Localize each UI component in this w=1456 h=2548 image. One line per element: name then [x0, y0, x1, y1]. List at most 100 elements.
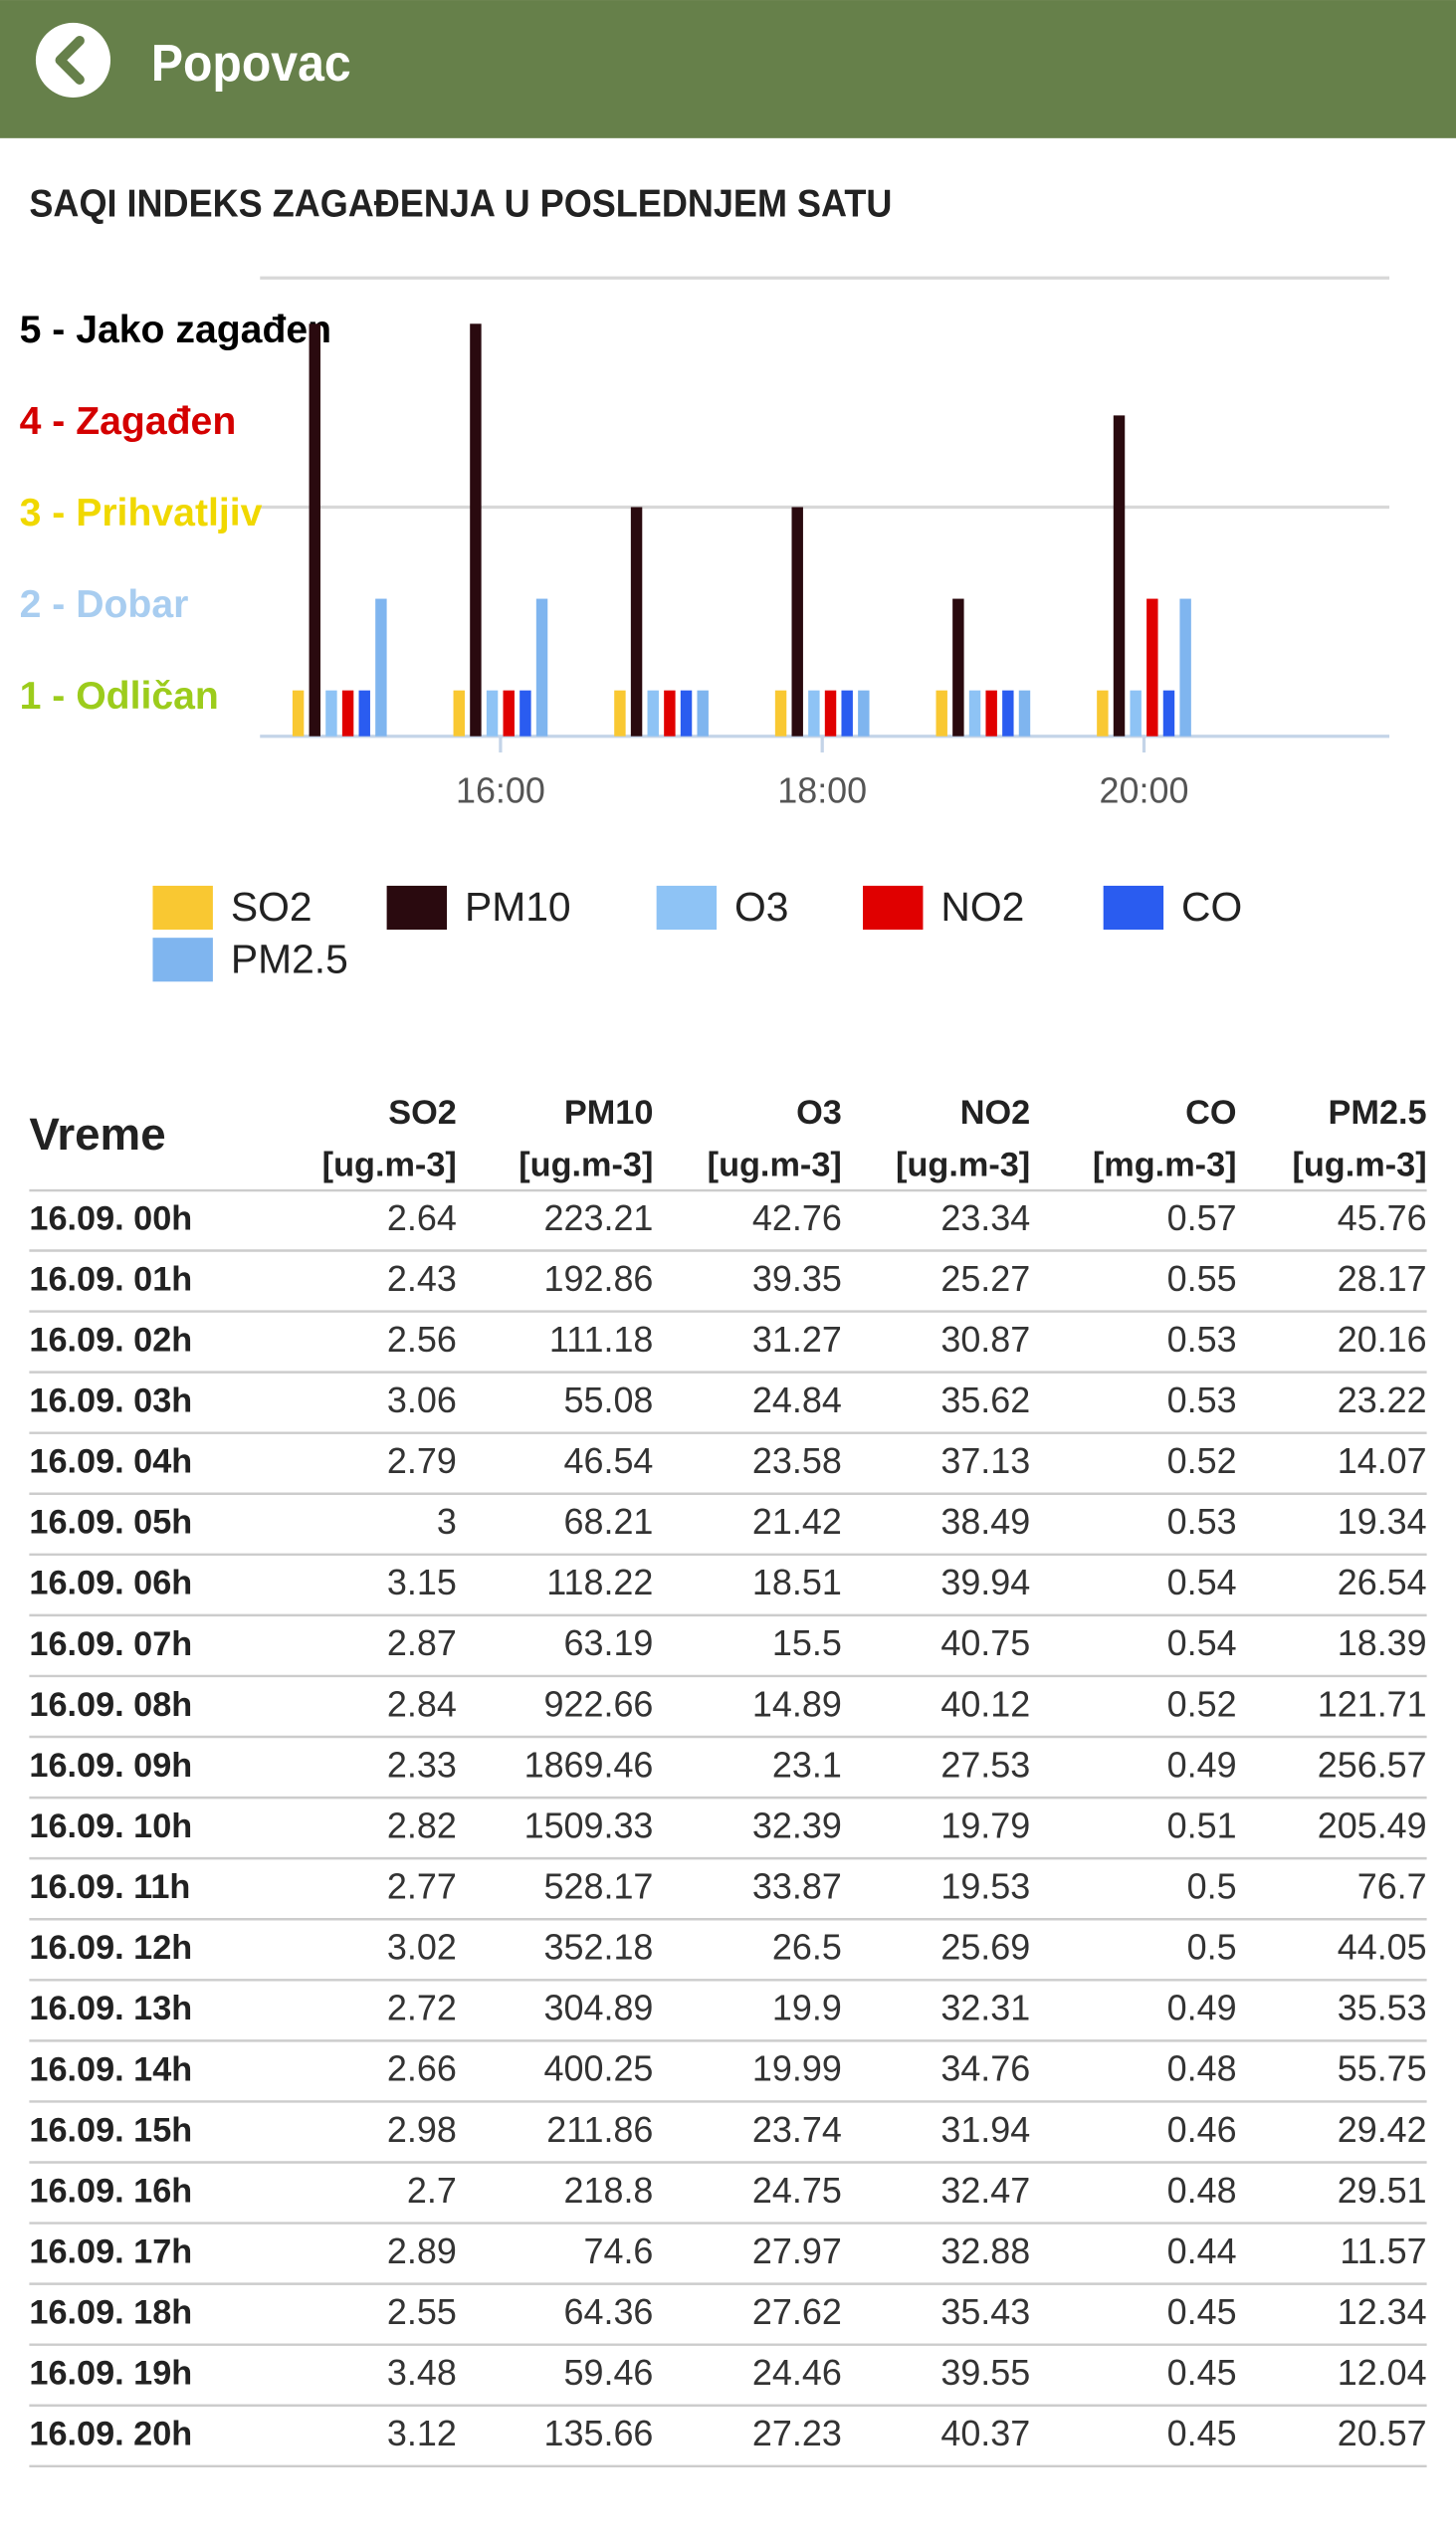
table-cell: 38.49 — [940, 1501, 1030, 1542]
back-button[interactable] — [35, 22, 111, 99]
table-cell: 0.53 — [1167, 1380, 1237, 1420]
bar — [680, 690, 693, 737]
table-cell: 45.76 — [1338, 1197, 1427, 1238]
table-cell: 118.22 — [546, 1562, 653, 1602]
bar — [1002, 690, 1014, 737]
table-cell: 32.31 — [940, 1988, 1030, 2028]
table-cell: 2.82 — [387, 1805, 457, 1845]
bar — [936, 690, 947, 737]
row-label: 16.09. 12h — [29, 1929, 192, 1967]
table-cell: 29.42 — [1338, 2109, 1427, 2150]
table-cell: 3.12 — [387, 2413, 457, 2453]
table-cell: 34.76 — [940, 2048, 1030, 2089]
bar — [1146, 598, 1158, 737]
bar — [535, 598, 548, 737]
bar — [341, 690, 354, 737]
y-tick-label: 5 - Jako zagađen — [20, 309, 332, 351]
table-cell: 256.57 — [1318, 1744, 1427, 1785]
table-cell: 121.71 — [1318, 1683, 1427, 1724]
bar — [630, 507, 643, 737]
table-cell: 0.54 — [1167, 1622, 1237, 1663]
column-unit: [ug.m-3] — [896, 1146, 1030, 1183]
bar — [774, 690, 787, 737]
table-cell: 2.43 — [387, 1258, 457, 1299]
bar — [697, 690, 709, 737]
table-cell: 32.88 — [940, 2230, 1030, 2271]
table-cell: 37.13 — [940, 1440, 1030, 1481]
table-cell: 40.75 — [940, 1622, 1030, 1663]
bar — [1113, 415, 1126, 737]
table-cell: 55.08 — [564, 1380, 654, 1420]
table-cell: 2.72 — [387, 1988, 457, 2028]
table-cell: 2.66 — [387, 2048, 457, 2089]
table-cell: 11.57 — [1340, 2230, 1426, 2271]
table-cell: 211.86 — [546, 2109, 653, 2150]
table-cell: 0.51 — [1167, 1805, 1237, 1845]
column-unit: [ug.m-3] — [708, 1146, 842, 1183]
table-cell: 19.79 — [940, 1805, 1030, 1845]
bar — [358, 690, 370, 737]
table-cell: 0.48 — [1167, 2048, 1237, 2089]
table-cell: 304.89 — [544, 1988, 654, 2028]
row-label: 16.09. 05h — [29, 1504, 192, 1542]
x-tick-label: 16:00 — [456, 769, 545, 810]
table-cell: 40.37 — [940, 2413, 1030, 2453]
table-cell: 0.53 — [1167, 1501, 1237, 1542]
bar — [614, 690, 626, 737]
bar — [503, 690, 515, 737]
bar — [453, 690, 465, 737]
table-cell: 24.84 — [752, 1380, 842, 1420]
bar — [325, 690, 337, 737]
table-cell: 111.18 — [549, 1319, 654, 1360]
table-cell: 35.43 — [940, 2291, 1030, 2332]
table-cell: 218.8 — [564, 2170, 654, 2211]
table-cell: 205.49 — [1318, 1805, 1427, 1845]
table-cell: 0.45 — [1167, 2352, 1237, 2393]
app-bar — [0, 0, 1456, 138]
bar — [808, 690, 820, 737]
table-cell: 400.25 — [544, 2048, 654, 2089]
table-cell: 192.86 — [544, 1258, 654, 1299]
table-cell: 26.54 — [1338, 1562, 1427, 1602]
table-cell: 0.53 — [1167, 1319, 1237, 1360]
legend-label: CO — [1181, 884, 1242, 930]
table-cell: 0.54 — [1167, 1562, 1237, 1602]
x-tick-label: 20:00 — [1100, 769, 1189, 810]
y-tick-label: 2 - Dobar — [20, 583, 189, 626]
table-cell: 2.64 — [387, 1197, 457, 1238]
bar — [968, 690, 981, 737]
table-cell: 40.12 — [940, 1683, 1030, 1724]
bar — [647, 690, 659, 737]
table-cell: 2.55 — [387, 2291, 457, 2332]
table-cell: 14.07 — [1338, 1440, 1427, 1481]
column-name: PM10 — [564, 1094, 654, 1132]
table-cell: 0.48 — [1167, 2170, 1237, 2211]
bar — [858, 690, 870, 737]
table-cell: 0.57 — [1167, 1197, 1237, 1238]
table-cell: 0.52 — [1167, 1683, 1237, 1724]
table-cell: 26.5 — [772, 1927, 842, 1968]
screen-title: Popovac — [151, 35, 351, 93]
row-label: 16.09. 04h — [29, 1443, 192, 1481]
column-unit: [ug.m-3] — [322, 1146, 457, 1183]
table-cell: 0.5 — [1187, 1866, 1237, 1907]
table-cell: 32.47 — [940, 2170, 1030, 2211]
legend-label: PM2.5 — [231, 936, 348, 981]
legend-label: SO2 — [231, 884, 312, 930]
back-chevron — [55, 35, 85, 85]
table-cell: 0.49 — [1167, 1988, 1237, 2028]
x-tick-label: 18:00 — [777, 769, 867, 810]
bar — [664, 690, 676, 737]
bar — [375, 598, 387, 737]
table-cell: 20.57 — [1338, 2413, 1427, 2453]
row-label: 16.09. 06h — [29, 1565, 192, 1602]
table-cell: 2.7 — [407, 2170, 457, 2211]
row-label: 16.09. 13h — [29, 1990, 192, 2027]
row-label: 16.09. 02h — [29, 1321, 192, 1359]
table-cell: 2.56 — [387, 1319, 457, 1360]
table-cell: 2.33 — [387, 1744, 457, 1785]
table-cell: 39.35 — [752, 1258, 842, 1299]
row-label: 16.09. 19h — [29, 2355, 192, 2393]
legend-swatch — [152, 938, 213, 982]
table-cell: 14.89 — [752, 1683, 842, 1724]
